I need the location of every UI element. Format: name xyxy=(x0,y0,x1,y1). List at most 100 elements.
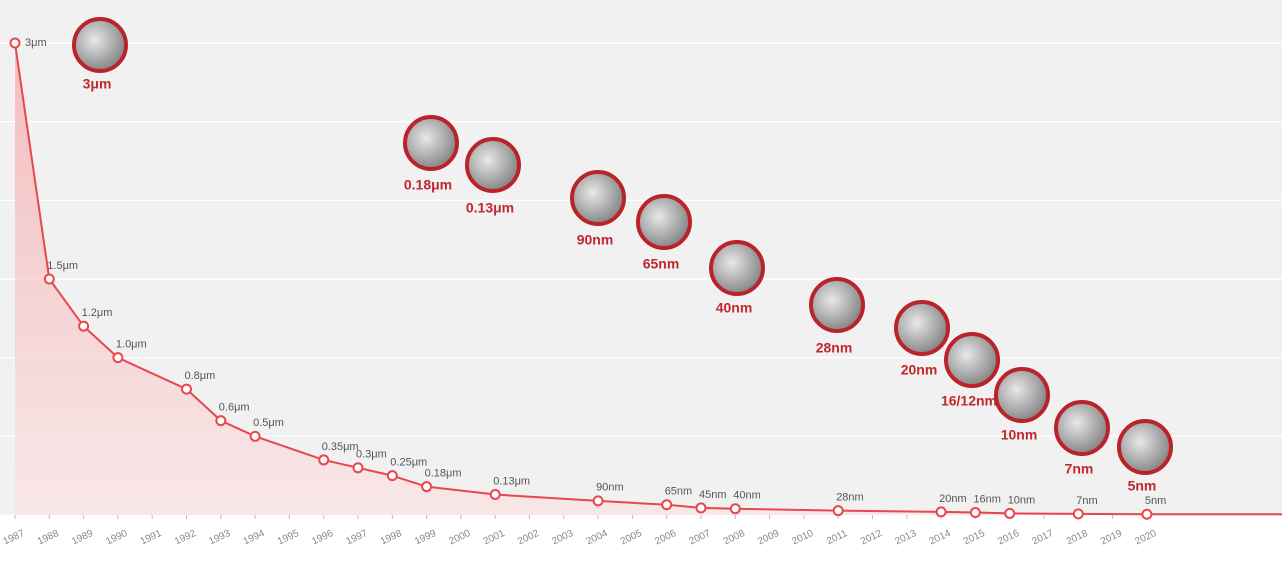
node-image xyxy=(636,194,692,250)
point xyxy=(935,506,947,518)
value-label: 1.0μm xyxy=(116,339,147,351)
annotation: 0.13μm xyxy=(466,200,514,216)
point xyxy=(729,503,741,515)
point xyxy=(9,37,21,49)
point xyxy=(969,506,981,518)
point xyxy=(215,415,227,427)
node-image xyxy=(944,332,1000,388)
value-label: 7nm xyxy=(1076,495,1097,507)
value-label: 0.13μm xyxy=(493,475,530,487)
x-tick-label: 1995 xyxy=(276,528,301,548)
point xyxy=(489,489,501,501)
annotation: 16/12nm xyxy=(941,393,997,409)
annotation: 10nm xyxy=(1001,427,1038,443)
value-label: 0.5μm xyxy=(253,417,284,429)
value-label: 0.3μm xyxy=(356,449,387,461)
node-image xyxy=(709,240,765,296)
point xyxy=(386,470,398,482)
point xyxy=(832,505,844,517)
point xyxy=(695,502,707,514)
point xyxy=(352,462,364,474)
value-label: 3μm xyxy=(25,37,47,49)
x-tick-label: 2012 xyxy=(859,528,884,548)
point xyxy=(318,454,330,466)
node-image xyxy=(809,277,865,333)
annotation: 28nm xyxy=(816,340,853,356)
x-tick-label: 1998 xyxy=(379,528,404,548)
point xyxy=(421,481,433,493)
value-label: 28nm xyxy=(836,492,864,504)
x-tick-label: 2002 xyxy=(516,528,541,548)
x-tick-label: 2010 xyxy=(790,528,815,548)
node-image xyxy=(994,367,1050,423)
node-image xyxy=(1054,400,1110,456)
annotation: 90nm xyxy=(577,232,614,248)
point xyxy=(249,430,261,442)
value-label: 10nm xyxy=(1008,494,1036,506)
x-tick-label: 2017 xyxy=(1031,528,1056,548)
x-tick-label: 2019 xyxy=(1099,528,1124,548)
value-label: 45nm xyxy=(699,489,727,501)
annotation: 0.18μm xyxy=(404,177,452,193)
x-tick-label: 1987 xyxy=(2,528,27,548)
point xyxy=(1141,508,1153,520)
value-label: 0.6μm xyxy=(219,402,250,414)
x-tick-label: 1992 xyxy=(173,528,198,548)
annotation: 40nm xyxy=(716,300,753,316)
value-label: 20nm xyxy=(939,493,967,505)
x-tick-label: 2003 xyxy=(550,528,575,548)
value-label: 1.5μm xyxy=(47,260,78,272)
point xyxy=(112,352,124,364)
point xyxy=(181,383,192,395)
value-label: 90nm xyxy=(596,482,624,494)
annotation: 7nm xyxy=(1065,461,1094,477)
point xyxy=(592,495,604,507)
value-label: 0.8μm xyxy=(185,370,216,382)
node-image xyxy=(403,115,459,171)
node-image xyxy=(72,17,128,73)
annotation: 3μm xyxy=(83,76,112,92)
x-tick-label: 2004 xyxy=(585,528,610,548)
value-label: 0.35μm xyxy=(322,441,359,453)
x-tick-label: 1989 xyxy=(70,528,95,548)
x-tick-label: 2013 xyxy=(893,528,918,548)
annotation: 20nm xyxy=(901,362,938,378)
node-image xyxy=(894,300,950,356)
x-tick-label: 2020 xyxy=(1133,528,1158,548)
point xyxy=(661,499,673,511)
x-tick-label: 1997 xyxy=(345,528,370,548)
value-label: 1.2μm xyxy=(82,307,113,319)
value-label: 40nm xyxy=(733,490,761,502)
value-label: 0.25μm xyxy=(390,457,427,469)
x-tick-label: 1990 xyxy=(104,528,129,548)
node-image xyxy=(1117,419,1173,475)
x-tick-label: 1994 xyxy=(242,528,267,548)
node-image xyxy=(570,170,626,226)
x-tick-label: 2007 xyxy=(688,528,713,548)
x-tick-label: 1988 xyxy=(36,528,61,548)
x-tick-label: 1996 xyxy=(310,528,335,548)
x-tick-label: 2001 xyxy=(482,528,507,548)
x-tick-label: 2005 xyxy=(619,528,644,548)
x-tick-label: 2000 xyxy=(447,528,472,548)
x-tick-label: 2008 xyxy=(722,528,747,548)
value-label: 5nm xyxy=(1145,495,1166,507)
x-tick-label: 2011 xyxy=(825,528,850,547)
x-tick-label: 2009 xyxy=(756,528,781,548)
point xyxy=(78,320,90,332)
area xyxy=(15,43,1282,515)
x-tick-label: 2018 xyxy=(1065,528,1090,548)
annotation: 65nm xyxy=(643,256,680,272)
x-tick-label: 2014 xyxy=(928,528,953,548)
value-label: 0.18μm xyxy=(425,468,462,480)
value-label: 16nm xyxy=(973,493,1001,505)
point xyxy=(43,273,55,285)
x-tick-label: 1993 xyxy=(207,528,232,548)
x-tick-label: 2015 xyxy=(962,528,987,548)
point xyxy=(1004,507,1016,519)
x-tick-label: 2006 xyxy=(653,528,678,548)
annotation: 5nm xyxy=(1128,478,1157,494)
x-tick-label: 1991 xyxy=(139,528,164,548)
value-label: 65nm xyxy=(665,486,693,498)
